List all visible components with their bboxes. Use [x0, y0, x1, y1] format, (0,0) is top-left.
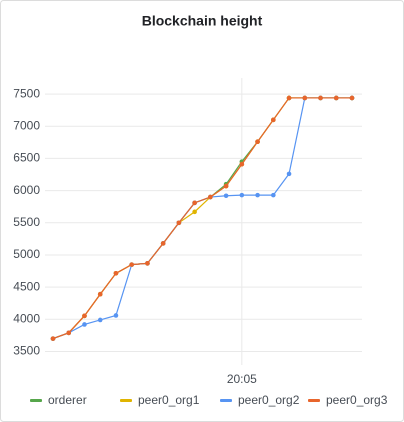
- point: [192, 200, 197, 206]
- point: [302, 95, 308, 101]
- point: [66, 330, 72, 336]
- point: [129, 262, 134, 267]
- point: [113, 271, 119, 276]
- legend-label: peer0_org1: [138, 393, 200, 407]
- point: [239, 161, 245, 167]
- legend-swatch: [220, 399, 232, 402]
- legend-swatch: [308, 399, 320, 402]
- point: [271, 117, 276, 123]
- point: [271, 192, 276, 198]
- point: [50, 336, 56, 341]
- point: [223, 193, 229, 199]
- point: [160, 241, 166, 246]
- point: [176, 220, 182, 226]
- point: [82, 313, 87, 319]
- point: [286, 95, 292, 101]
- point: [145, 261, 150, 266]
- y-tick-label: 6000: [13, 183, 40, 197]
- legend-swatch: [30, 399, 42, 402]
- point: [318, 95, 323, 101]
- legend-label: peer0_org2: [238, 393, 300, 407]
- point: [239, 192, 245, 198]
- y-tick-label: 4000: [13, 311, 40, 325]
- point: [208, 194, 213, 200]
- point: [192, 209, 197, 215]
- point: [113, 313, 119, 318]
- point: [82, 322, 87, 327]
- y-tick-label: 7500: [13, 86, 40, 100]
- y-tick-label: 5000: [13, 247, 40, 261]
- point: [255, 139, 260, 145]
- y-tick-label: 5500: [13, 215, 40, 229]
- point: [223, 183, 229, 189]
- point: [97, 317, 103, 323]
- legend-label: peer0_org3: [326, 393, 388, 407]
- point: [333, 95, 339, 101]
- legend-swatch: [120, 399, 132, 402]
- x-tick-label: 20:05: [227, 372, 257, 386]
- y-tick-label: 3500: [13, 344, 40, 358]
- point: [255, 192, 260, 198]
- legend-label: orderer: [48, 393, 87, 407]
- y-tick-label: 4500: [13, 279, 40, 293]
- y-tick-label: 6500: [13, 151, 40, 165]
- y-tick-label: 7000: [13, 118, 40, 132]
- series-line: [52, 97, 352, 340]
- point: [97, 291, 103, 297]
- chart-title: Blockchain height: [142, 13, 263, 29]
- point: [349, 95, 355, 101]
- point: [286, 171, 292, 177]
